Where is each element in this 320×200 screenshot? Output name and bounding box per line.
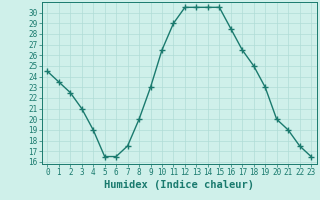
X-axis label: Humidex (Indice chaleur): Humidex (Indice chaleur)	[104, 180, 254, 190]
